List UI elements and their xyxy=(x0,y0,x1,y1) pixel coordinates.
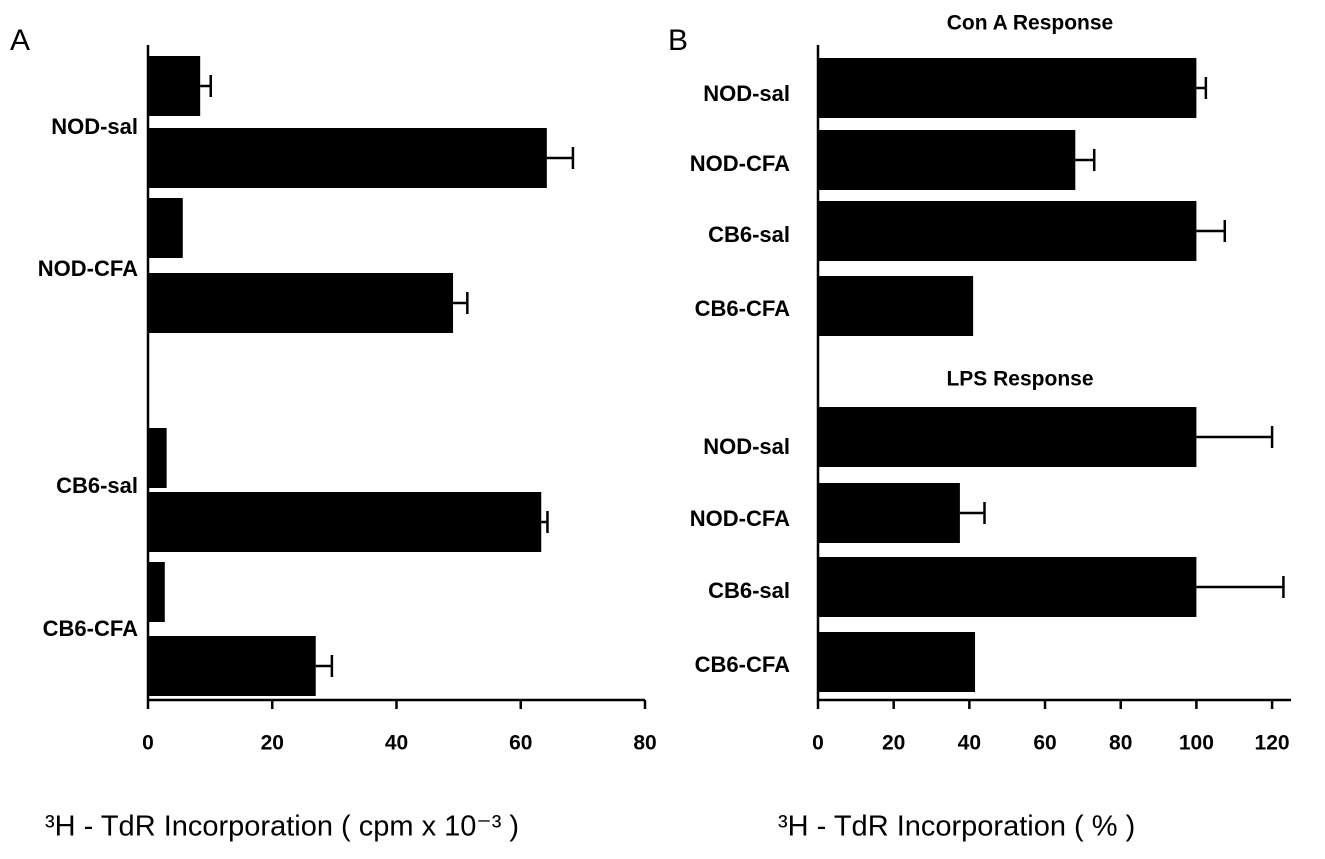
error-bar xyxy=(546,147,575,169)
bar xyxy=(818,130,1076,190)
x-axis-label: ³H - TdR Incorporation ( cpm x 10⁻³ ) xyxy=(45,811,519,843)
error-bar xyxy=(1196,220,1227,242)
category-label: CB6-CFA xyxy=(695,296,790,321)
x-tick-label: 20 xyxy=(261,732,284,755)
category-label: NOD-CFA xyxy=(690,506,790,531)
panel-label: B xyxy=(668,24,688,57)
x-axis-label: ³H - TdR Incorporation ( % ) xyxy=(778,811,1135,843)
category-label: NOD-CFA xyxy=(38,256,138,281)
error-bar xyxy=(315,655,334,677)
bar xyxy=(148,56,201,116)
category-label: CB6-CFA xyxy=(695,652,790,677)
category-label: NOD-CFA xyxy=(690,151,790,176)
error-bar xyxy=(453,292,469,314)
bar xyxy=(818,276,974,336)
x-tick-label: 0 xyxy=(812,732,824,755)
bar xyxy=(818,407,1197,467)
x-tick-label: 100 xyxy=(1179,732,1214,755)
error-bar xyxy=(1075,149,1096,171)
bar xyxy=(148,636,316,696)
panel-label: A xyxy=(10,24,30,57)
bar xyxy=(818,58,1197,118)
bar xyxy=(148,273,454,333)
error-bar xyxy=(1196,576,1285,598)
x-tick-label: 40 xyxy=(958,732,981,755)
bar xyxy=(148,562,165,622)
annotation: Con A Response xyxy=(947,12,1113,35)
category-label: NOD-sal xyxy=(703,434,790,459)
x-tick-label: 120 xyxy=(1255,732,1290,755)
bar xyxy=(148,198,183,258)
bar xyxy=(148,428,167,488)
x-tick-label: 20 xyxy=(882,732,905,755)
error-bar xyxy=(959,502,986,524)
x-tick-label: 80 xyxy=(633,732,656,755)
x-tick-label: 60 xyxy=(1033,732,1056,755)
bar xyxy=(148,128,547,188)
bar xyxy=(818,632,976,692)
category-label: CB6-sal xyxy=(56,473,138,498)
x-tick-label: 60 xyxy=(509,732,532,755)
error-bar xyxy=(541,511,549,533)
x-tick-label: 0 xyxy=(142,732,154,755)
error-bar xyxy=(1196,426,1274,448)
error-bar xyxy=(200,75,212,97)
x-tick-label: 40 xyxy=(385,732,408,755)
bar xyxy=(818,201,1197,261)
category-label: CB6-sal xyxy=(708,578,790,603)
category-label: CB6-CFA xyxy=(43,616,138,641)
x-tick-label: 80 xyxy=(1109,732,1132,755)
bar xyxy=(818,483,960,543)
bar xyxy=(818,557,1197,617)
error-bar xyxy=(1196,77,1208,99)
category-label: NOD-sal xyxy=(703,81,790,106)
category-label: CB6-sal xyxy=(708,222,790,247)
category-label: NOD-sal xyxy=(51,114,138,139)
bar xyxy=(148,492,542,552)
annotation: LPS Response xyxy=(946,368,1093,391)
